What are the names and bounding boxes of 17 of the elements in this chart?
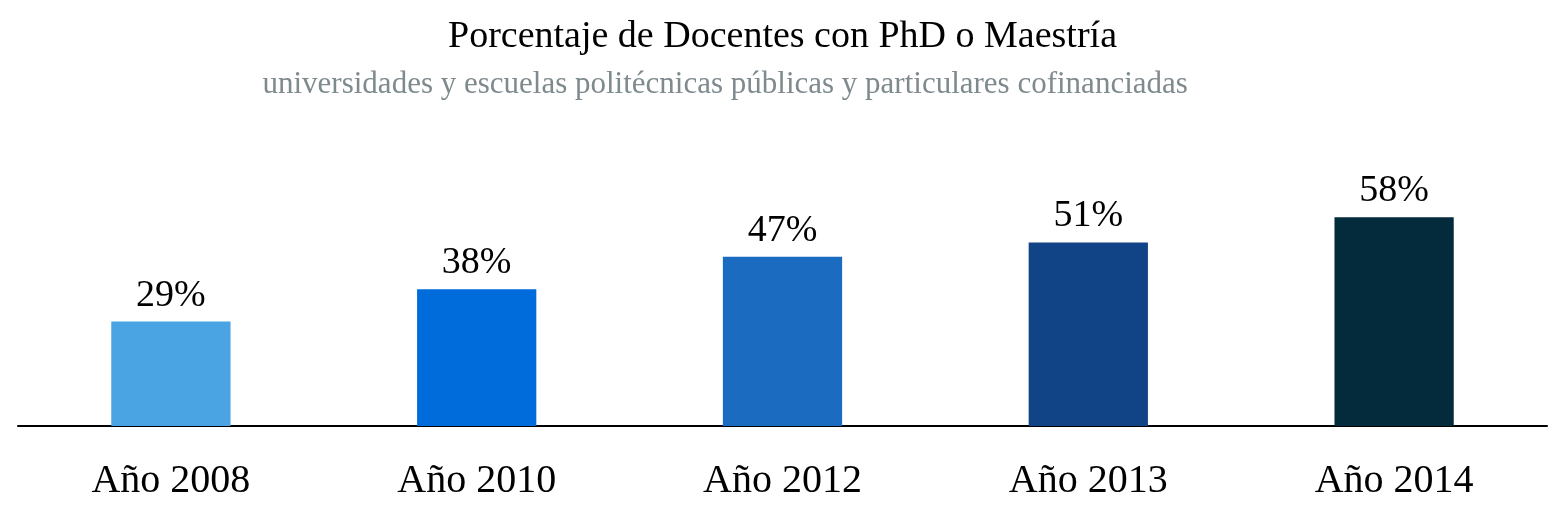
x-tick-label: Año 2013 — [1008, 455, 1168, 501]
data-label: 58% — [1359, 167, 1429, 210]
x-tick-label: Año 2014 — [1314, 455, 1474, 501]
data-label: 47% — [747, 206, 818, 249]
data-label: 29% — [136, 271, 206, 314]
chart-subtitle: universidades y escuelas politécnicas públicas y particulares cofinanciadas — [262, 64, 1188, 100]
bar — [1334, 217, 1454, 426]
data-label: 51% — [1053, 192, 1124, 235]
x-tick-label: Año 2010 — [397, 455, 557, 501]
x-tick-label: Año 2012 — [703, 455, 862, 501]
bar — [722, 256, 843, 426]
bar — [417, 289, 537, 426]
data-label: 38% — [441, 239, 512, 282]
bar — [111, 321, 231, 426]
chart-title: Porcentaje de Docentes con PhD o Maestría — [447, 13, 1118, 55]
x-tick-label: Año 2008 — [91, 455, 251, 501]
bar — [1028, 242, 1148, 426]
